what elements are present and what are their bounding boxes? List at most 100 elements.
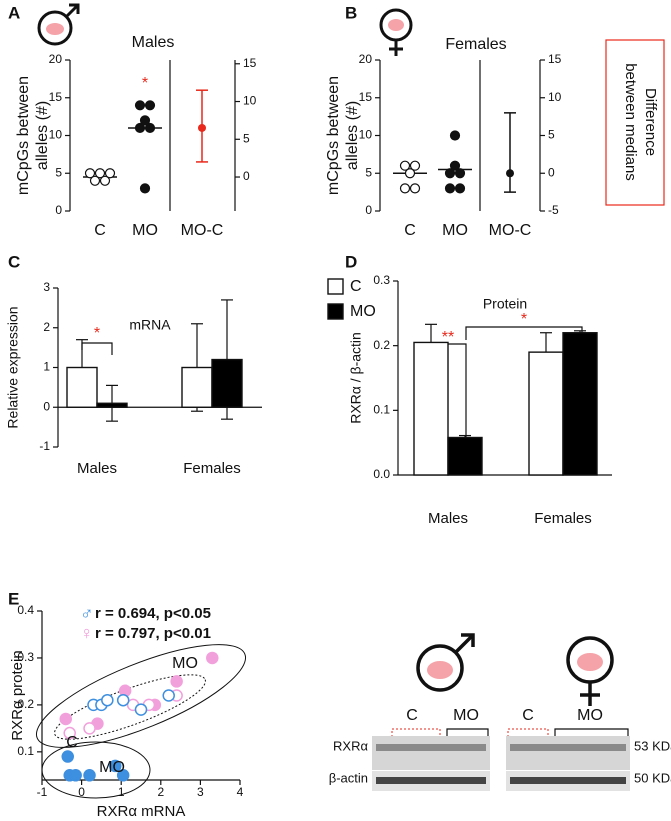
- data-point: [454, 168, 466, 179]
- data-point: [139, 183, 151, 194]
- x-tick-label: 4: [237, 785, 244, 799]
- blot: [506, 736, 630, 770]
- y-tick-label: 3: [43, 280, 50, 294]
- y2-tick-label: 0: [243, 169, 250, 183]
- bar: [211, 358, 243, 408]
- y-tick-label: 20: [359, 52, 373, 66]
- data-point: [101, 693, 114, 707]
- data-point: [134, 122, 146, 134]
- data-point: [61, 750, 74, 763]
- blot-group: MO: [577, 707, 603, 724]
- y2-tick-label: 0: [548, 165, 555, 179]
- blot: [372, 736, 490, 770]
- x-tick-label: 2: [157, 785, 164, 799]
- group-ellipse: [54, 674, 206, 740]
- data-point: [89, 175, 101, 186]
- female-icon: [379, 8, 413, 56]
- data-point: [206, 651, 219, 665]
- y-tick-label: 10: [49, 128, 63, 142]
- panel-letter: D: [345, 252, 357, 271]
- x-tick-label: MO-C: [181, 222, 224, 239]
- panel-letter: B: [345, 3, 357, 22]
- y-axis-label: mCpGs between: [15, 76, 32, 195]
- blot-group: C: [522, 707, 534, 724]
- data-point: [404, 168, 416, 179]
- x-tick-label: -1: [37, 785, 48, 799]
- legend-swatch: [327, 278, 344, 295]
- data-point: [449, 160, 461, 171]
- x-tick-label: C: [94, 222, 106, 239]
- male-icon: [37, 3, 80, 46]
- blot-male-icon: [416, 633, 475, 692]
- x-tick-label: 0: [78, 785, 85, 799]
- bracket: [446, 728, 489, 737]
- x-tick-label: Males: [77, 460, 117, 477]
- data-point: [94, 168, 106, 179]
- y-tick-label: 10: [359, 128, 373, 142]
- side-label-box: [605, 39, 665, 206]
- side-label: Difference: [642, 88, 659, 156]
- bar: [528, 351, 564, 476]
- y-tick-label: 0.1: [373, 403, 390, 417]
- blot-band: [510, 777, 626, 784]
- y-tick-label: 0.1: [17, 744, 34, 758]
- y2-tick-label: 5: [243, 131, 250, 145]
- legend-label: MO: [350, 303, 376, 320]
- data-point: [444, 183, 456, 194]
- data-point: [83, 722, 96, 735]
- y-tick-label: 1: [43, 360, 50, 374]
- data-point: [134, 703, 148, 716]
- annotation-symbol: ♀: [80, 623, 94, 643]
- y-axis-label: RXRα protein: [9, 650, 26, 740]
- blot-row: β-actin: [329, 770, 368, 785]
- chart-title: Females: [445, 36, 506, 53]
- annotation: r = 0.797, p<0.01: [95, 625, 211, 642]
- data-point: [84, 168, 96, 179]
- data-point: [399, 160, 411, 171]
- bracket: [507, 728, 549, 737]
- y-tick-label: 0.2: [373, 338, 390, 352]
- data-point: [139, 115, 151, 126]
- data-point: [449, 130, 461, 141]
- x-tick-label: C: [404, 222, 416, 239]
- y-axis-label: alleles (#): [344, 101, 361, 170]
- y-tick-label: 0.2: [17, 697, 34, 711]
- y-tick-label: 0.0: [373, 467, 390, 481]
- y-tick-label: 0: [55, 203, 62, 217]
- y-axis-label: mCpGs between: [325, 76, 342, 195]
- data-point: [170, 675, 183, 688]
- bracket: [391, 728, 441, 737]
- x-tick-label: Females: [534, 510, 592, 527]
- blot-group: MO: [453, 707, 479, 724]
- annotation: *: [142, 75, 148, 92]
- blot-band: [376, 777, 486, 784]
- bar: [181, 366, 213, 408]
- chart-title: mRNA: [129, 317, 171, 333]
- y2-tick-label: 10: [548, 90, 562, 104]
- panel-letter: A: [8, 3, 20, 22]
- y-tick-label: 15: [49, 90, 63, 104]
- data-point: [63, 726, 76, 740]
- data-point: [399, 183, 411, 194]
- annotation: **: [442, 329, 454, 346]
- y2-tick-label: 15: [243, 56, 257, 70]
- y2-tick-label: 5: [548, 128, 555, 142]
- x-axis-label: RXRα mRNA: [97, 803, 186, 820]
- panel-letter: C: [8, 252, 20, 271]
- x-tick-label: MO: [132, 222, 158, 239]
- x-tick-label: MO-C: [489, 222, 532, 239]
- blot-band: [376, 744, 486, 751]
- group-label: MO: [172, 655, 198, 672]
- y-tick-label: 5: [55, 165, 62, 179]
- blot-group: C: [406, 707, 418, 724]
- bar: [413, 341, 449, 476]
- bar: [562, 332, 598, 476]
- data-point: [104, 168, 116, 179]
- y-tick-label: 5: [365, 165, 372, 179]
- blot-size: 50 KDa: [634, 770, 671, 785]
- side-label: between medians: [622, 63, 639, 181]
- y-tick-label: 15: [359, 90, 373, 104]
- data-point: [409, 183, 421, 194]
- data-point: [116, 693, 130, 707]
